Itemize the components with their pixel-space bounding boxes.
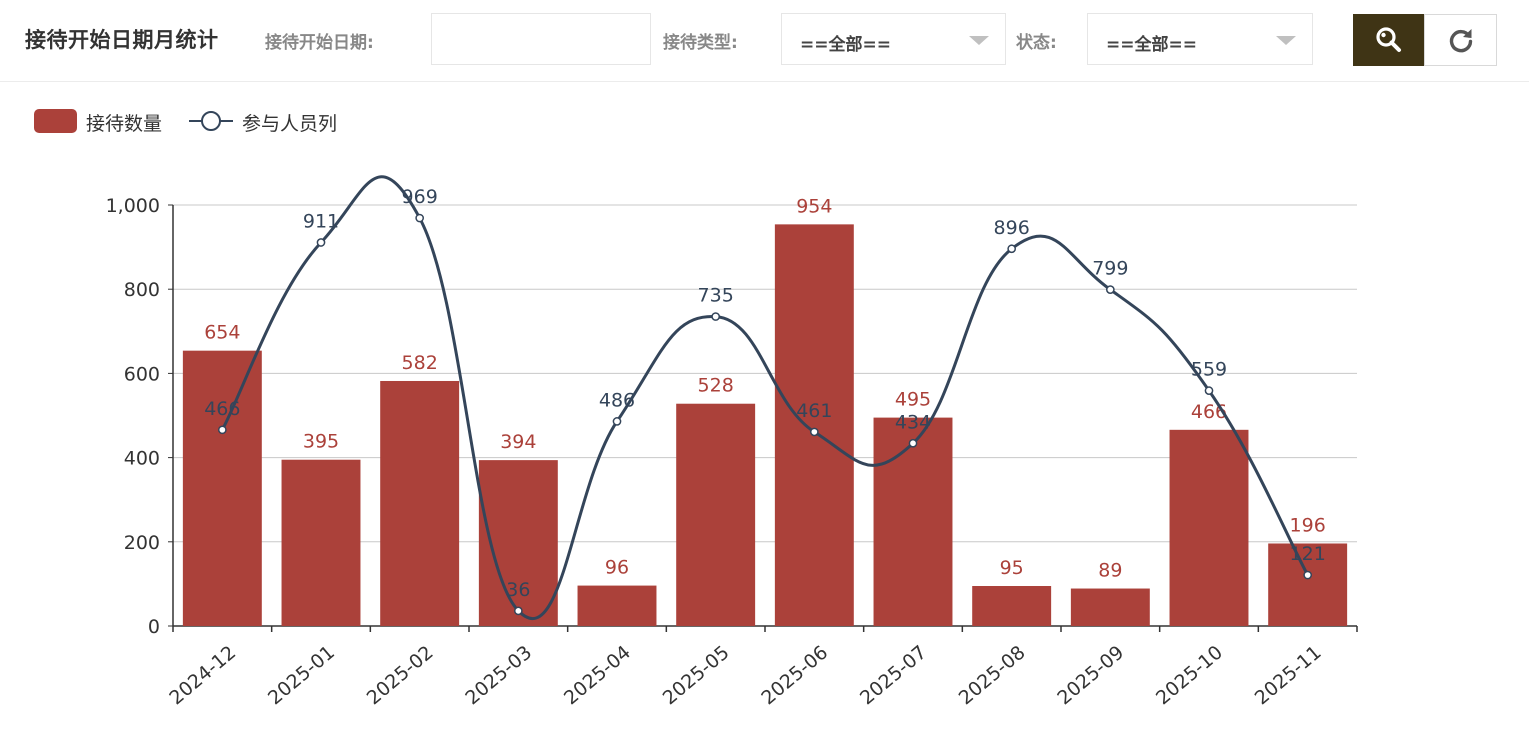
bar-value-label: 96 (605, 557, 629, 579)
chevron-down-icon (1276, 36, 1296, 45)
line-point (513, 606, 523, 616)
x-tick-label: 2025-02 (363, 641, 438, 709)
line-value-label: 735 (698, 285, 734, 307)
line-value-label: 461 (796, 400, 832, 422)
x-tick-label: 2025-09 (1053, 641, 1128, 709)
bar-value-label: 95 (1000, 557, 1024, 579)
x-tick-label: 2025-08 (955, 641, 1030, 709)
bar-value-label: 89 (1098, 560, 1122, 582)
search-button[interactable] (1353, 14, 1425, 66)
x-tick-label: 2025-03 (461, 641, 536, 709)
line-value-label: 486 (599, 389, 635, 411)
x-tick-label: 2025-10 (1152, 641, 1227, 709)
line-point (612, 417, 622, 426)
bar (281, 459, 361, 626)
y-tick-label: 200 (124, 532, 160, 554)
x-tick-label: 2025-07 (856, 641, 931, 709)
bar-value-label: 196 (1290, 514, 1326, 536)
status-select[interactable]: ==全部== (1087, 13, 1313, 65)
line-value-label: 434 (895, 411, 931, 433)
type-select[interactable]: ==全部== (781, 13, 1006, 65)
bar-value-label: 528 (698, 375, 734, 397)
bar (1169, 429, 1249, 626)
line-point (1303, 570, 1313, 580)
line-point (1204, 386, 1214, 396)
start-date-input[interactable] (432, 14, 650, 64)
x-tick-label: 2025-06 (757, 641, 832, 709)
legend-bar-label: 接待数量 (86, 113, 163, 135)
search-icon (1376, 27, 1401, 52)
bar (1268, 543, 1348, 626)
x-tick-label: 2025-04 (560, 641, 635, 709)
line-value-label: 911 (303, 210, 339, 232)
bar-value-label: 495 (895, 389, 931, 411)
bar (873, 417, 953, 626)
x-tick-label: 2025-11 (1251, 641, 1326, 709)
line-value-label: 36 (506, 579, 530, 601)
line-value-label: 969 (402, 186, 438, 208)
bar (577, 585, 657, 626)
y-tick-label: 800 (124, 279, 160, 301)
refresh-button[interactable] (1424, 14, 1497, 66)
line-point (809, 427, 819, 437)
line-point (908, 438, 918, 448)
line-value-label: 466 (204, 398, 240, 420)
bar (1070, 588, 1150, 626)
line-point (217, 425, 227, 435)
legend-line-symbol (189, 111, 233, 131)
bar (380, 380, 460, 626)
page-title: 接待开始日期月统计 (25, 28, 219, 52)
bar-value-label: 395 (303, 431, 339, 453)
line-point (1105, 285, 1115, 294)
bar-value-label: 654 (204, 322, 240, 344)
legend-bar-swatch (34, 109, 77, 133)
bar (676, 403, 756, 626)
status-label: 状态: (1016, 33, 1057, 53)
type-select-value: ==全部== (800, 35, 891, 55)
bar-value-label: 582 (402, 352, 438, 374)
line-value-label: 896 (994, 217, 1030, 239)
start-date-field[interactable] (431, 13, 651, 65)
y-tick-label: 400 (124, 448, 160, 470)
status-select-value: ==全部== (1106, 35, 1197, 55)
type-label: 接待类型: (663, 33, 738, 53)
line-value-label: 121 (1290, 543, 1326, 565)
y-tick-label: 1,000 (106, 195, 160, 217)
bar-value-label: 954 (796, 195, 832, 217)
legend-line-label: 参与人员列 (242, 113, 338, 135)
bar (182, 350, 262, 626)
refresh-icon (1449, 29, 1472, 53)
line-value-label: 799 (1092, 258, 1128, 280)
bar (774, 224, 854, 626)
line-point (1007, 244, 1017, 254)
y-tick-label: 0 (148, 616, 160, 638)
line-point (711, 312, 721, 321)
x-tick-label: 2025-01 (264, 641, 339, 709)
line-value-label: 559 (1191, 359, 1227, 381)
y-tick-label: 600 (124, 363, 160, 385)
line-point (415, 213, 425, 223)
line-point (316, 238, 326, 247)
start-date-label: 接待开始日期: (265, 33, 374, 53)
chevron-down-icon (969, 36, 989, 45)
filter-toolbar: 接待开始日期月统计 接待开始日期: 接待类型: ==全部== 状态: ==全部=… (0, 0, 1529, 82)
x-tick-label: 2024-12 (165, 641, 240, 709)
bar-value-label: 394 (500, 431, 536, 453)
bar (972, 586, 1052, 626)
x-tick-label: 2025-05 (659, 641, 734, 709)
